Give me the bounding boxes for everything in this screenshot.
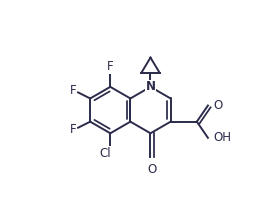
Text: F: F — [70, 123, 76, 136]
Text: N: N — [146, 80, 155, 93]
Text: O: O — [213, 99, 222, 112]
Text: F: F — [70, 84, 76, 97]
Text: F: F — [107, 60, 113, 73]
Text: O: O — [147, 163, 157, 176]
Text: OH: OH — [213, 131, 231, 144]
Text: Cl: Cl — [99, 147, 111, 160]
